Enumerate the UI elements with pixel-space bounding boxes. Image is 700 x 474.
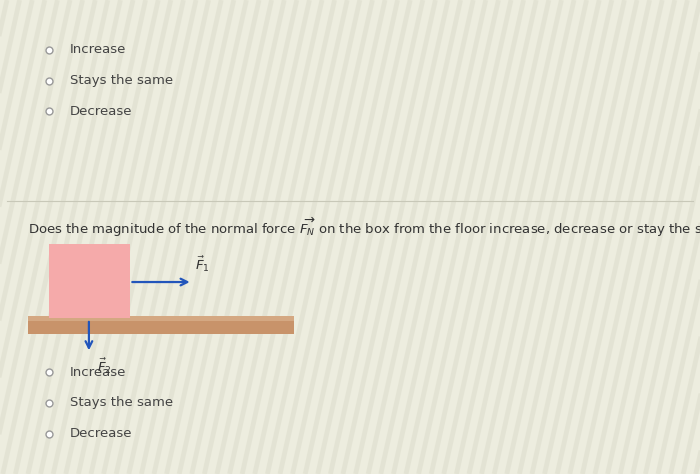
Text: Stays the same: Stays the same <box>70 74 173 87</box>
Text: Decrease: Decrease <box>70 427 132 440</box>
Text: Increase: Increase <box>70 365 127 379</box>
Bar <box>28 316 294 321</box>
Text: Increase: Increase <box>70 43 127 56</box>
Text: Decrease: Decrease <box>70 105 132 118</box>
Text: $\vec{F}_1$: $\vec{F}_1$ <box>195 255 209 274</box>
Text: Stays the same: Stays the same <box>70 396 173 410</box>
Bar <box>28 316 294 334</box>
Bar <box>49 244 130 318</box>
Text: Does the magnitude of the normal force $\overrightarrow{F_N}$ on the box from th: Does the magnitude of the normal force $… <box>28 216 700 239</box>
Text: $\vec{F}_2$: $\vec{F}_2$ <box>97 356 111 376</box>
